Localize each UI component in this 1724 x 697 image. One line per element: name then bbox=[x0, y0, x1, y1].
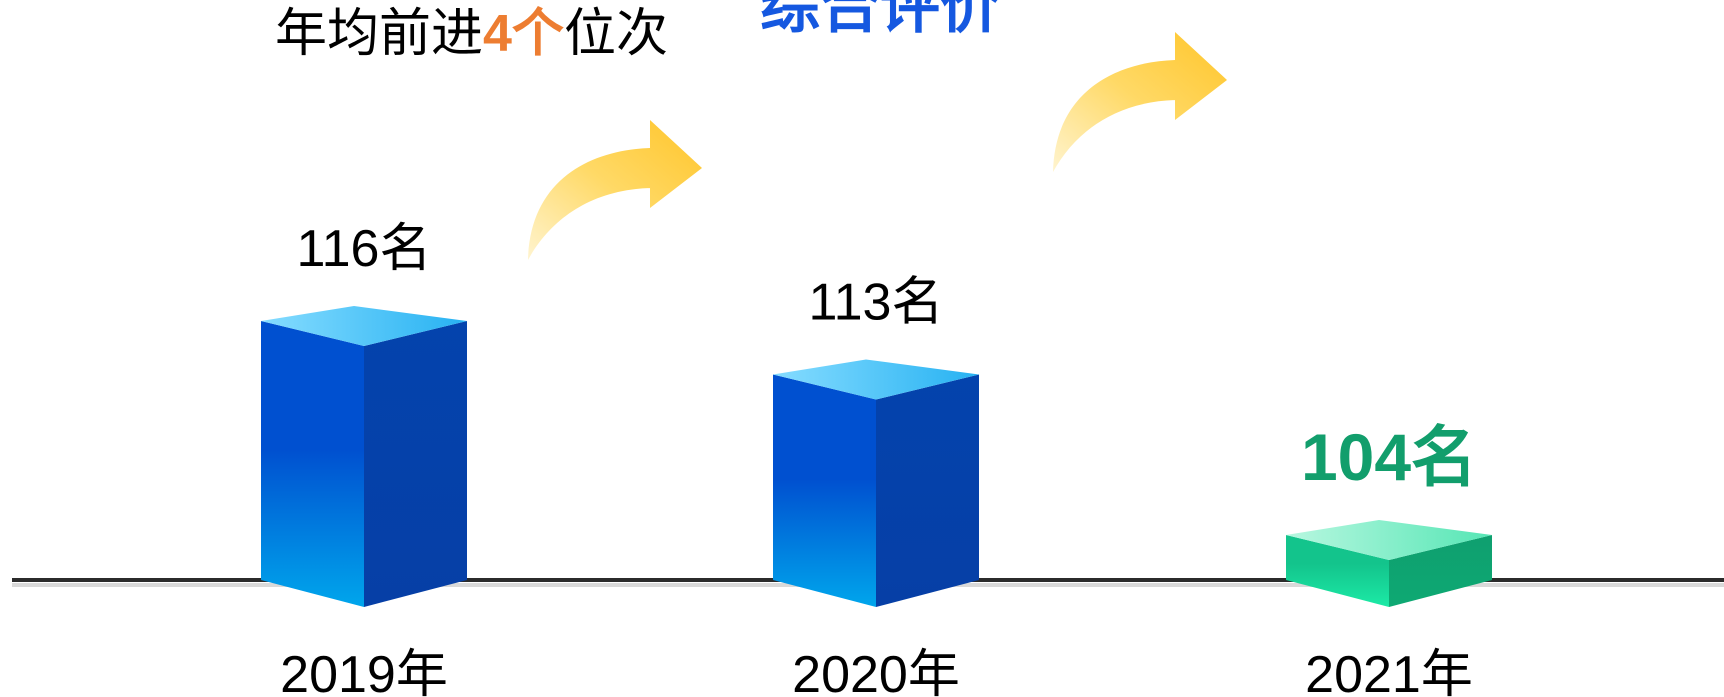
bar bbox=[261, 306, 467, 607]
subtitle-highlight: 4个 bbox=[483, 5, 564, 63]
x-tick-label: 2019年 bbox=[280, 646, 448, 697]
chart-title: 综合评价 bbox=[760, 0, 1000, 40]
data-label: 116名 bbox=[297, 220, 432, 278]
data-label: 113名 bbox=[809, 274, 944, 332]
bar-front-face bbox=[773, 374, 876, 607]
data-label: 104名 bbox=[1301, 420, 1477, 494]
x-tick-label: 2020年 bbox=[792, 646, 960, 697]
bar-top-face bbox=[261, 306, 467, 346]
bar-side-face bbox=[364, 321, 467, 607]
bar-top-face bbox=[773, 359, 979, 400]
bar bbox=[1286, 520, 1492, 607]
subtitle-suffix: 位次 bbox=[563, 5, 668, 63]
bar-side-face bbox=[1389, 535, 1492, 607]
chart-subtitle: 年均前进4个位次 bbox=[275, 5, 668, 63]
bar-front-face bbox=[261, 321, 364, 607]
bar-front-face bbox=[1286, 535, 1389, 607]
up-arrow-icon bbox=[528, 120, 702, 260]
bar-side-face bbox=[876, 374, 979, 607]
bar-top-face bbox=[1286, 520, 1492, 560]
x-tick-label: 2021年 bbox=[1305, 646, 1473, 697]
bar bbox=[773, 359, 979, 607]
subtitle-prefix: 年均前进 bbox=[275, 5, 484, 63]
up-arrow-icon bbox=[1053, 32, 1227, 172]
